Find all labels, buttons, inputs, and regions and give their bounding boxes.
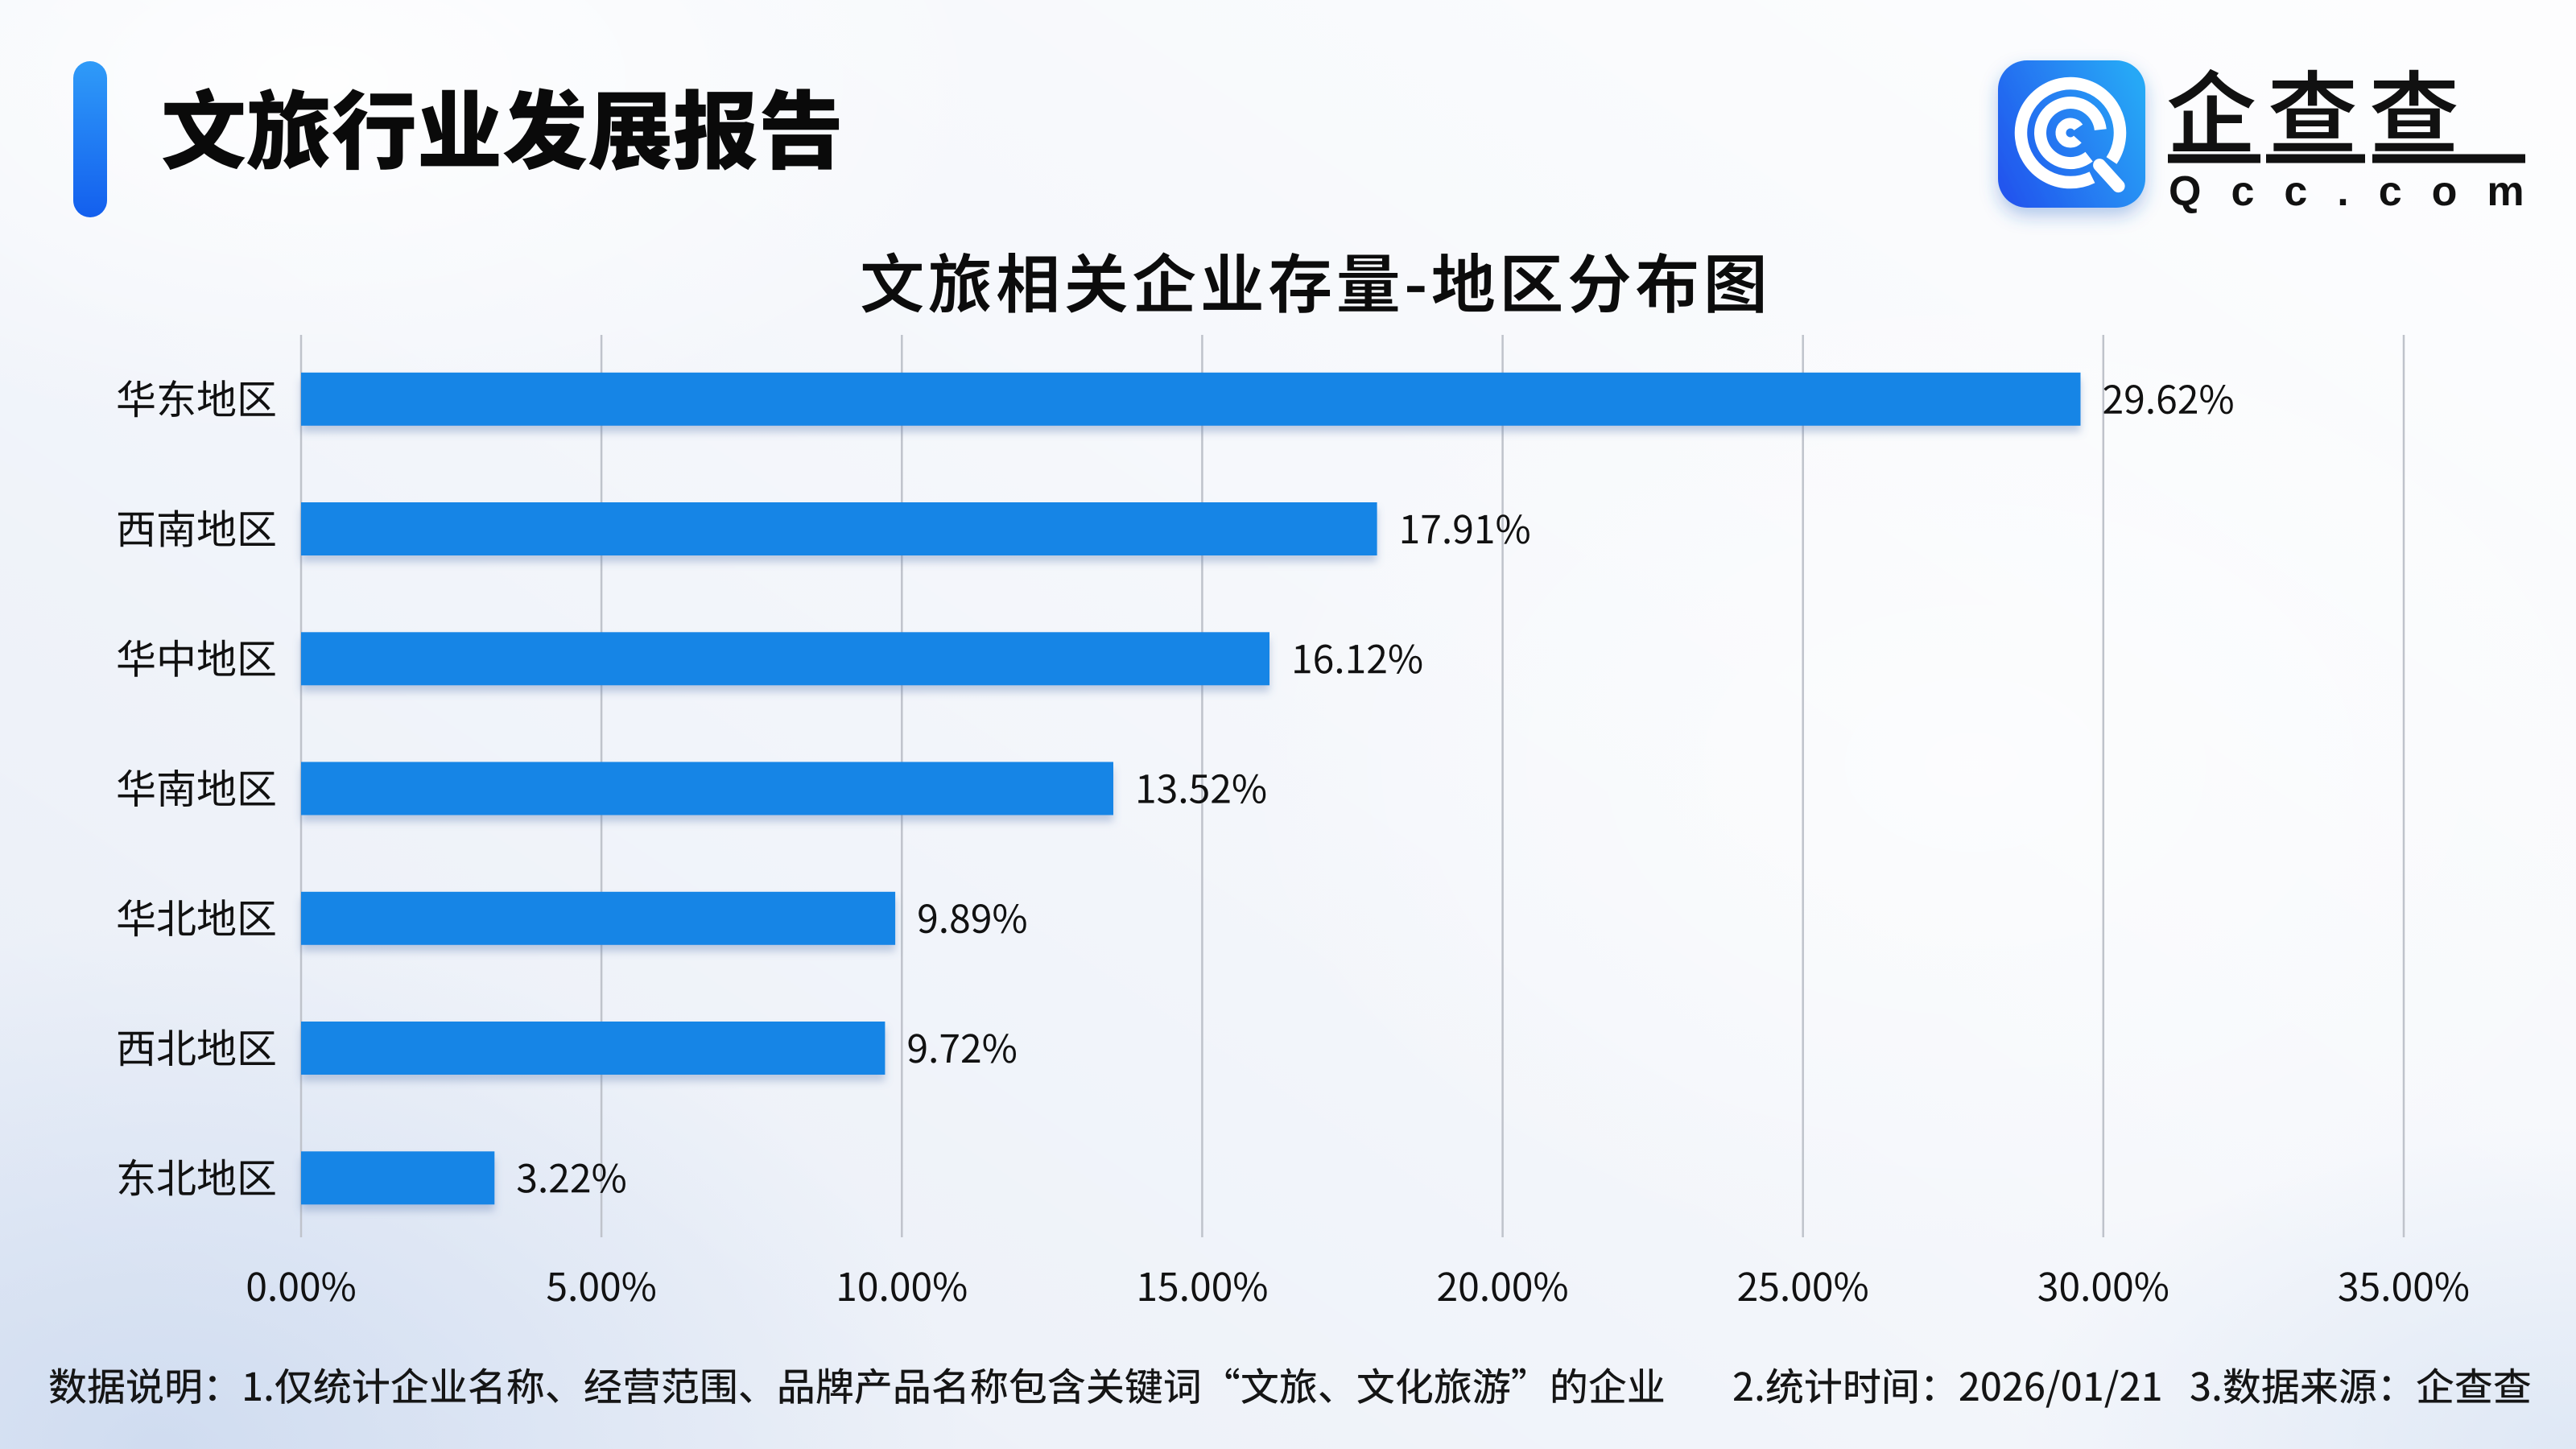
svg-text:Qcc.com: Qcc.com	[2169, 168, 2554, 215]
